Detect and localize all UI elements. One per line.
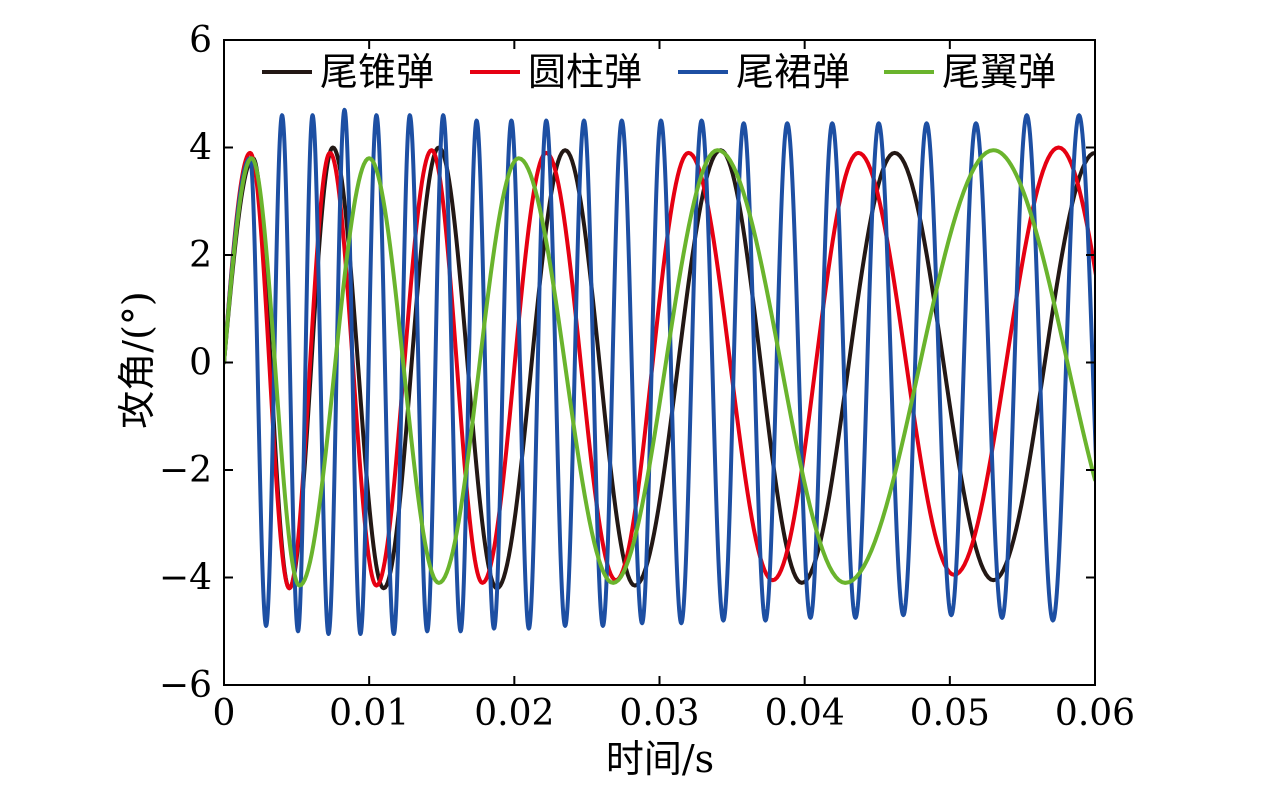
x-tick-label: 0.01	[329, 693, 409, 734]
tick-layer: 0 0.01 0.02 0.03 0.04 0.05 0.06 6 4 2 0 −2 −4 −6	[159, 20, 1135, 734]
x-tick-label: 0.02	[474, 693, 554, 734]
series-line-2	[224, 145, 1095, 591]
x-tick-label: 0.06	[1055, 693, 1135, 734]
series-layer	[224, 107, 1095, 636]
y-tick-label: −6	[159, 665, 212, 706]
y-tick-label: −2	[159, 450, 212, 491]
series-line-3	[224, 107, 1095, 636]
legend-label-3: 尾裙弹	[736, 50, 850, 94]
x-tick-label: 0	[213, 693, 236, 734]
x-tick-label: 0.03	[619, 693, 699, 734]
legend: 尾锥弹 圆柱弹 尾裙弹 尾翼弹	[262, 50, 1056, 94]
y-tick-label: 0	[189, 343, 212, 384]
y-tick-label: 6	[189, 20, 212, 61]
y-tick-label: 4	[189, 128, 212, 169]
x-axis-title: 时间/s	[606, 737, 714, 781]
y-tick-label: −4	[159, 558, 212, 599]
series-line-4	[224, 148, 1095, 588]
x-tick-label: 0.05	[910, 693, 990, 734]
y-axis-title: 攻角/(°)	[115, 291, 159, 428]
y-tick-label: 2	[189, 235, 212, 276]
x-tick-label: 0.04	[765, 693, 845, 734]
legend-label-4: 尾翼弹	[942, 50, 1056, 94]
legend-label-2: 圆柱弹	[528, 50, 642, 94]
legend-label-1: 尾锥弹	[320, 50, 434, 94]
